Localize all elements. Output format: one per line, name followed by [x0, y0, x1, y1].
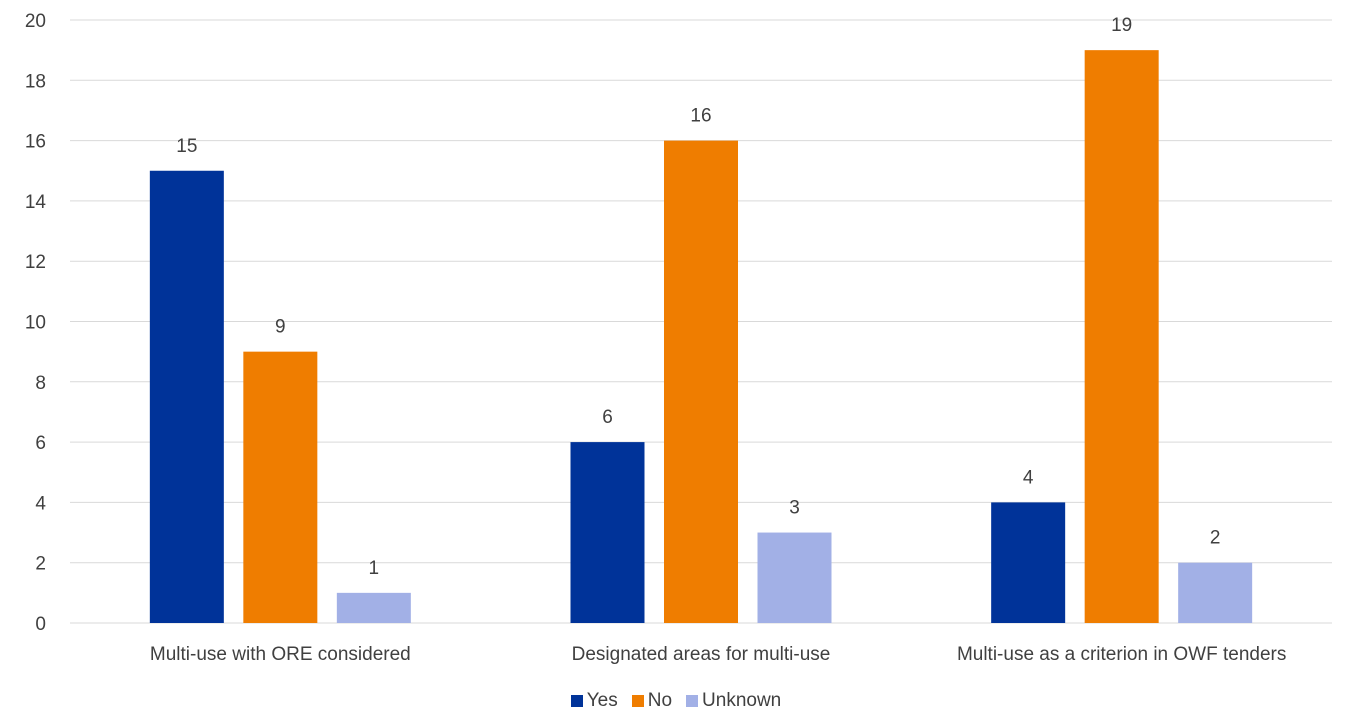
data-label: 2	[1210, 528, 1221, 549]
data-label: 6	[602, 407, 613, 428]
legend-label-no: No	[647, 690, 673, 711]
legend: Yes No Unknown	[0, 690, 1352, 712]
legend-swatch-no	[631, 695, 644, 707]
x-category-label: Multi-use as a criterion in OWF tenders	[957, 644, 1286, 665]
bar-yes	[149, 170, 224, 623]
data-label: 1	[369, 558, 380, 579]
bar-no	[1084, 50, 1159, 623]
legend-swatch-unknown	[686, 695, 699, 707]
legend-item-unknown: Unknown	[686, 690, 781, 712]
legend-item-yes: Yes	[570, 690, 618, 712]
x-category-label: Designated areas for multi-use	[572, 644, 831, 665]
y-tick-label: 6	[35, 433, 46, 454]
legend-item-no: No	[631, 690, 673, 712]
y-axis-ticks: 0 2 4 6 8 10 12 14 16 18 20	[25, 11, 47, 635]
data-label: 15	[176, 136, 197, 157]
data-label: 19	[1111, 15, 1132, 36]
y-tick-label: 0	[35, 614, 46, 635]
y-tick-label: 12	[25, 252, 46, 273]
y-tick-label: 14	[25, 192, 47, 213]
legend-label-yes: Yes	[586, 690, 618, 711]
bar-yes	[991, 502, 1066, 623]
data-label: 4	[1023, 467, 1034, 488]
y-tick-label: 4	[35, 493, 46, 514]
x-axis-categories: Multi-use with ORE considered Designated …	[150, 644, 1286, 665]
y-tick-label: 18	[25, 71, 46, 92]
y-tick-label: 8	[35, 373, 46, 394]
y-tick-label: 20	[25, 11, 46, 32]
bar-no	[664, 140, 738, 623]
y-tick-label: 10	[25, 313, 46, 334]
bar-unknown	[1178, 562, 1253, 623]
data-label: 9	[275, 317, 286, 338]
bar-yes	[570, 442, 645, 623]
bars	[149, 50, 1253, 623]
x-category-label: Multi-use with ORE considered	[150, 644, 411, 665]
legend-label-unknown: Unknown	[702, 690, 782, 711]
data-label: 16	[690, 106, 711, 127]
data-label: 3	[789, 498, 800, 519]
y-tick-label: 2	[35, 554, 46, 575]
bar-no	[243, 351, 318, 623]
bar-unknown	[336, 592, 411, 623]
y-tick-label: 16	[25, 132, 46, 153]
bar-unknown	[757, 532, 832, 623]
legend-swatch-yes	[570, 695, 583, 707]
